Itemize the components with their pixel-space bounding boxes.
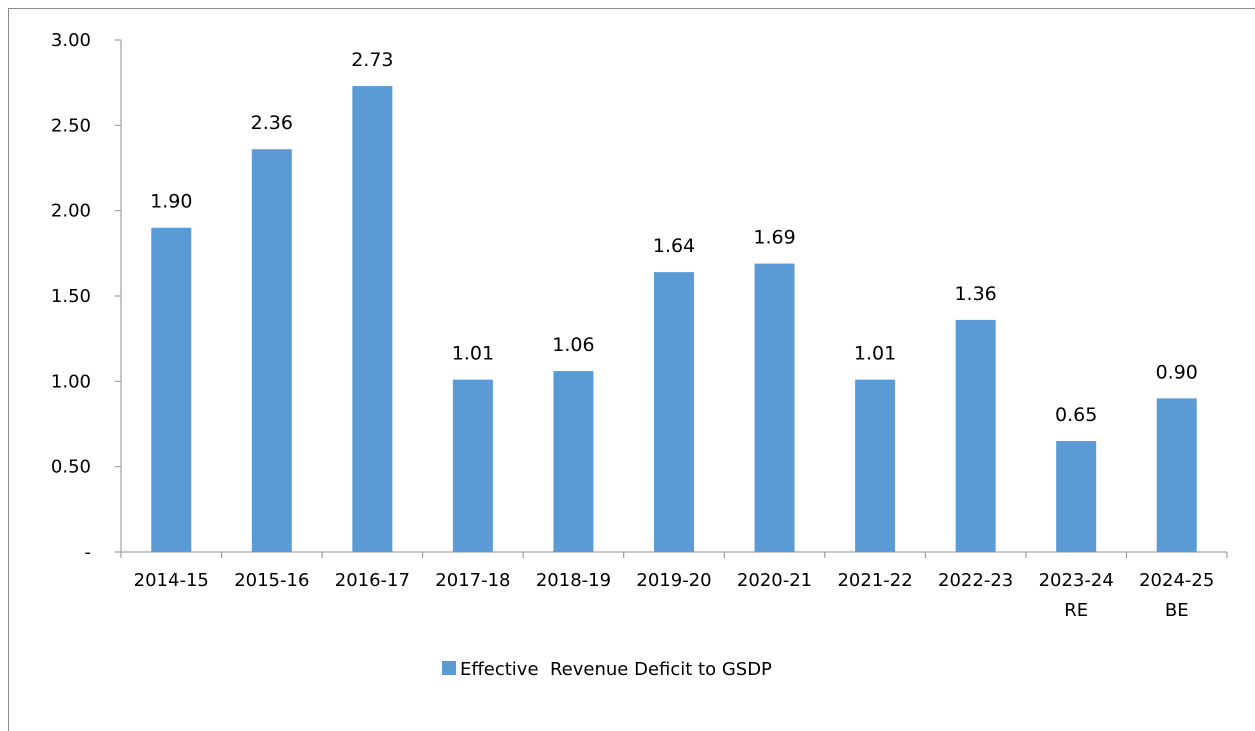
data-label: 1.36 — [954, 283, 996, 305]
bar — [855, 379, 896, 552]
x-tick-label: 2014-15 — [134, 570, 209, 591]
y-tick-label: 1.00 — [51, 371, 91, 392]
bar — [251, 149, 292, 552]
y-tick-label: 2.00 — [51, 201, 91, 222]
data-label: 2.73 — [351, 49, 393, 71]
bar — [352, 86, 393, 552]
data-label: 0.90 — [1156, 361, 1198, 383]
bar — [452, 379, 493, 552]
data-label: 0.65 — [1055, 404, 1097, 426]
legend-label: Effective Revenue Deficit to GSDP — [460, 659, 772, 680]
y-tick-label: 1.50 — [51, 286, 91, 307]
bar — [654, 272, 694, 552]
data-label: 1.01 — [854, 343, 896, 365]
x-tick-label: 2022-23 — [938, 570, 1013, 591]
bar — [754, 263, 795, 552]
y-tick-label: - — [85, 542, 92, 563]
y-tick-label: 0.50 — [51, 457, 91, 478]
legend-swatch — [442, 661, 456, 675]
data-label: 1.69 — [753, 227, 795, 249]
x-tick-label: 2015-16 — [234, 570, 309, 591]
x-tick-label: 2023-24 — [1039, 570, 1114, 591]
data-label: 1.01 — [452, 343, 494, 365]
x-tick-label: 2018-19 — [536, 570, 611, 591]
bar — [151, 227, 192, 552]
bar — [955, 319, 996, 552]
bar — [553, 371, 594, 552]
x-tick-label: 2017-18 — [435, 570, 510, 591]
x-tick-label: 2016-17 — [335, 570, 410, 591]
data-label: 1.90 — [150, 191, 192, 213]
x-tick-label: BE — [1165, 600, 1189, 621]
bar — [1056, 441, 1097, 552]
x-tick-label: RE — [1064, 600, 1088, 621]
bar — [1156, 398, 1197, 552]
data-label: 2.36 — [251, 112, 293, 134]
x-tick-label: 2021-22 — [837, 570, 912, 591]
y-tick-label: 3.00 — [51, 30, 91, 51]
data-label: 1.06 — [552, 334, 594, 356]
x-tick-label: 2019-20 — [636, 570, 711, 591]
y-tick-label: 2.50 — [51, 115, 91, 136]
data-label: 1.64 — [653, 235, 695, 257]
x-tick-label: 2020-21 — [737, 570, 812, 591]
chart-frame — [8, 8, 1255, 731]
x-tick-label: 2024-25 — [1139, 570, 1214, 591]
